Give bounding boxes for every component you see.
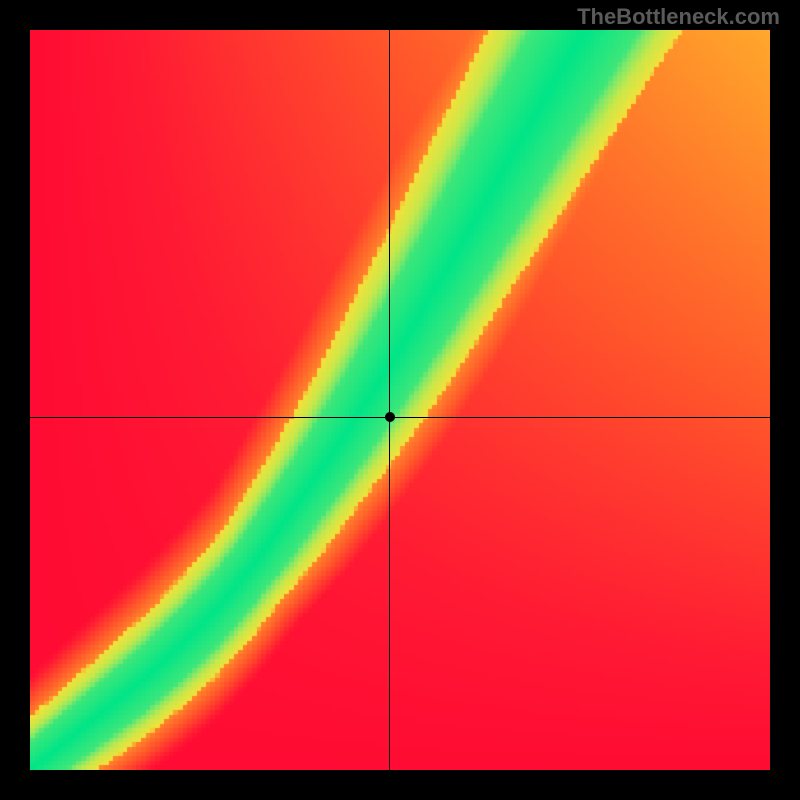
- watermark-text: TheBottleneck.com: [577, 4, 780, 30]
- crosshair-vertical: [389, 30, 390, 770]
- heatmap-canvas: [30, 30, 770, 770]
- heatmap-plot-area: [30, 30, 770, 770]
- crosshair-horizontal: [30, 417, 770, 418]
- crosshair-marker: [385, 412, 395, 422]
